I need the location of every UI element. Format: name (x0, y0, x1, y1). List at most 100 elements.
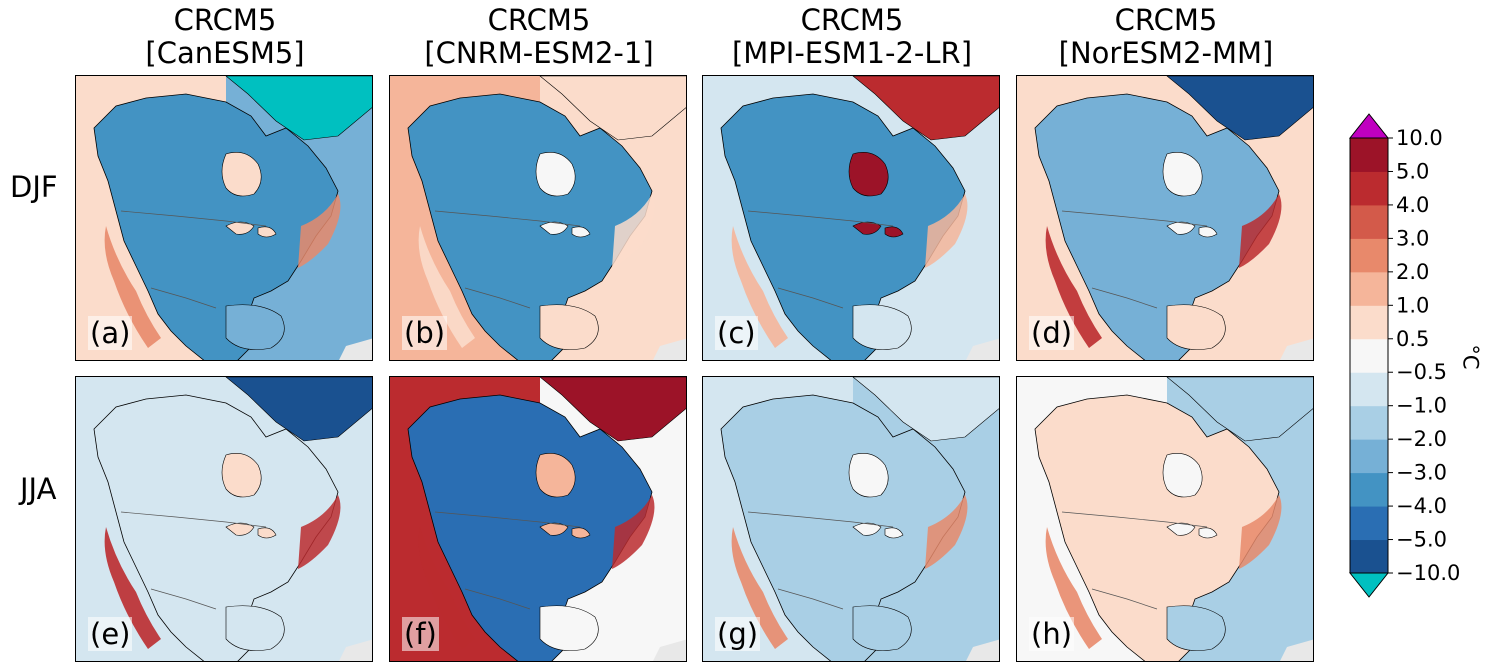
border-us-mexico-c (777, 287, 844, 309)
west-coast-band-a (104, 226, 161, 348)
map-panel-c: (c) (702, 75, 1000, 361)
colorbar-segment-9 (1350, 238, 1388, 273)
map-panel-e: (e) (75, 376, 373, 662)
continent-e (93, 394, 339, 661)
hudson-bay-f (535, 453, 576, 498)
outside-domain-e (339, 639, 372, 661)
west-coast-band-h (1045, 527, 1102, 649)
row-label-jja: JJA (20, 472, 57, 506)
colorbar-tick-label-0: −10.0 (1396, 561, 1460, 585)
gulf-of-mexico-e (225, 605, 285, 651)
continent-h (1034, 394, 1280, 661)
map-g (703, 377, 999, 661)
map-h (1017, 377, 1313, 661)
outside-domain-f (653, 639, 686, 661)
column-title-4: CRCM5 [NorESM2-MM] (1016, 4, 1316, 70)
colorbar-unit-label: °C (1458, 344, 1483, 370)
east-coast-band-d (1239, 194, 1282, 268)
colorbar-segment-6 (1350, 338, 1388, 373)
map-d (1017, 76, 1313, 360)
outside-domain-h (1280, 639, 1313, 661)
east-coast-band-b (612, 194, 655, 268)
colorbar-tick-label-7: 0.5 (1396, 327, 1429, 351)
map-panel-b: (b) (389, 75, 687, 361)
arctic-region-f (539, 377, 686, 442)
west-coast-band-b (418, 226, 475, 348)
gulf-of-mexico-f (539, 605, 599, 651)
border-us-mexico-a (150, 287, 217, 309)
east-coast-band-a (298, 194, 341, 268)
colorbar-tick-label-3: −3.0 (1396, 461, 1447, 485)
panel-label-e: (e) (88, 617, 133, 651)
continent-f (407, 394, 653, 661)
east-coast-band-h (1239, 495, 1282, 569)
border-us-mexico-d (1091, 287, 1158, 309)
arctic-region-d (1166, 76, 1313, 141)
hudson-bay-d (1162, 152, 1203, 197)
colorbar-extend-high (1348, 113, 1390, 139)
colorbar-segment-10 (1350, 204, 1388, 239)
colorbar-tick-label-10: 3.0 (1396, 226, 1429, 250)
map-panel-h: (h) (1016, 376, 1314, 662)
column-title-2-line2: [CNRM-ESM2-1] (424, 36, 654, 70)
arctic-region-c (852, 76, 999, 141)
colorbar-segment-8 (1350, 271, 1388, 306)
border-canada-us-c (747, 210, 894, 227)
colorbar-extend-low (1348, 572, 1390, 598)
border-canada-us-a (120, 210, 267, 227)
column-title-1-line2: [CanESM5] (145, 36, 305, 70)
gulf-of-mexico-c (852, 304, 912, 350)
outside-domain-d (1280, 338, 1313, 360)
hudson-bay-c (848, 152, 889, 197)
border-us-mexico-b (464, 287, 531, 309)
continent-c (720, 93, 966, 360)
colorbar-segment-11 (1350, 171, 1388, 206)
hudson-bay-e (221, 453, 262, 498)
gulf-of-mexico-g (852, 605, 912, 651)
arctic-region-e (225, 377, 372, 442)
outside-domain-c (966, 338, 999, 360)
panel-label-d: (d) (1029, 316, 1075, 350)
east-coast-band-c (925, 194, 968, 268)
hudson-bay-b (535, 152, 576, 197)
arctic-region-h (1166, 377, 1313, 442)
west-coast-band-c (731, 226, 788, 348)
map-panel-f: (f) (389, 376, 687, 662)
border-us-mexico-e (150, 588, 217, 610)
continent-d (1034, 93, 1280, 360)
east-coast-band-e (298, 495, 341, 569)
panel-label-a: (a) (88, 316, 133, 350)
colorbar-segment-4 (1350, 405, 1388, 440)
colorbar-tick-label-13: 10.0 (1396, 126, 1443, 150)
west-coast-band-e (104, 527, 161, 649)
gulf-of-mexico-d (1166, 304, 1226, 350)
map-panel-a: (a) (75, 75, 373, 361)
panel-label-g: (g) (715, 617, 761, 651)
panel-label-h: (h) (1029, 617, 1075, 651)
east-coast-band-f (612, 495, 655, 569)
west-coast-band-g (731, 527, 788, 649)
colorbar-segment-7 (1350, 305, 1388, 340)
continent-a (93, 93, 339, 360)
great-lakes-f (539, 522, 591, 539)
hudson-bay-h (1162, 453, 1203, 498)
gulf-of-mexico-b (539, 304, 599, 350)
colorbar-segment-1 (1350, 506, 1388, 541)
map-b (390, 76, 686, 360)
colorbar-tick-label-11: 4.0 (1396, 193, 1429, 217)
outside-domain-b (653, 338, 686, 360)
east-coast-band-g (925, 495, 968, 569)
border-canada-us-g (747, 511, 894, 528)
map-c (703, 76, 999, 360)
column-title-3: CRCM5 [MPI-ESM1-2-LR] (702, 4, 1002, 70)
arctic-region-g (852, 377, 999, 442)
panel-label-c: (c) (715, 316, 758, 350)
great-lakes-a (225, 221, 277, 238)
arctic-region-b (539, 76, 686, 141)
map-f (390, 377, 686, 661)
column-title-1: CRCM5 [CanESM5] (75, 4, 375, 70)
hudson-bay-a (221, 152, 262, 197)
column-title-2: CRCM5 [CNRM-ESM2-1] (389, 4, 689, 70)
panel-label-b: (b) (402, 316, 448, 350)
map-a (76, 76, 372, 360)
